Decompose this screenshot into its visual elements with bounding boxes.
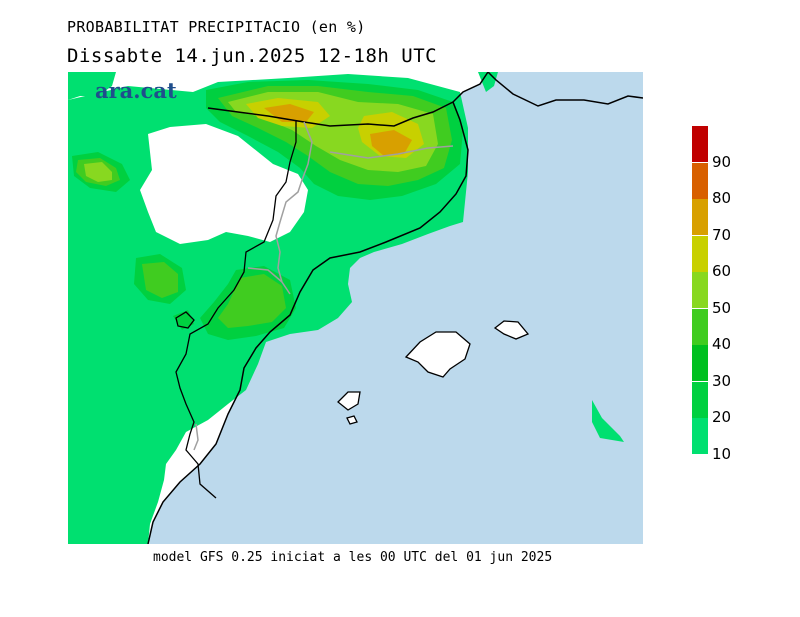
island-menorca xyxy=(493,320,530,340)
legend-swatch-90 xyxy=(692,126,708,162)
coastline xyxy=(147,72,489,544)
legend-label-90: 90 xyxy=(712,152,732,171)
legend-swatch-20 xyxy=(692,381,708,418)
precipitation-map xyxy=(68,72,643,544)
legend-swatch-70 xyxy=(692,199,708,235)
border-france xyxy=(207,101,454,127)
legend-label-80: 80 xyxy=(712,189,732,207)
legend-label-70: 70 xyxy=(712,225,732,244)
legend-label-40: 40 xyxy=(712,335,732,353)
admin-lines xyxy=(193,121,454,451)
andorra xyxy=(175,311,195,329)
legend-label-20: 20 xyxy=(712,408,732,426)
legend-swatch-40 xyxy=(692,308,708,345)
legend-label-30: 30 xyxy=(712,371,732,390)
legend-swatch-60 xyxy=(692,235,708,272)
ara-cat-logo: ara.cat xyxy=(95,78,177,103)
legend-label-50: 50 xyxy=(712,298,732,317)
island-eivissa xyxy=(337,391,361,411)
no-prob-area xyxy=(140,124,308,244)
legend-swatch-30 xyxy=(692,345,708,381)
legend-swatch-10 xyxy=(692,418,708,454)
chart-title: PROBABILITAT PRECIPITACIO (en %) xyxy=(67,18,366,36)
legend-swatch-80 xyxy=(692,162,708,199)
legend-label-60: 60 xyxy=(712,262,732,280)
island-formentera xyxy=(346,415,358,425)
border-aragon xyxy=(175,120,297,499)
legend-swatch-50 xyxy=(692,272,708,308)
chart-subtitle: Dissabte 14.jun.2025 12-18h UTC xyxy=(67,45,438,67)
legend: 10 20 30 40 50 60 70 80 90 xyxy=(692,126,772,463)
coastline-north xyxy=(487,72,643,107)
model-run-note: model GFS 0.25 iniciat a les 00 UTC del … xyxy=(153,550,553,565)
island-mallorca xyxy=(404,331,471,378)
legend-label-10: 10 xyxy=(712,444,732,463)
